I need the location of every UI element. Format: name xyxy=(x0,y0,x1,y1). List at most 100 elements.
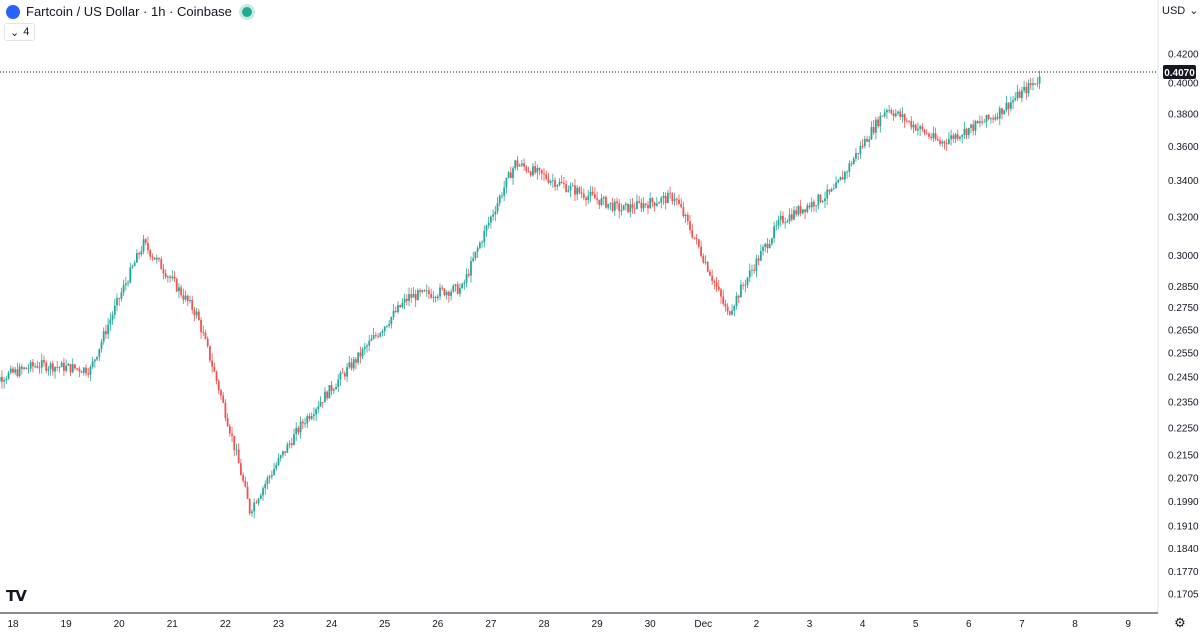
candle-body xyxy=(715,282,718,287)
candle-body xyxy=(321,402,324,403)
candle-body xyxy=(357,352,360,363)
candle-body xyxy=(768,243,771,248)
candle-body xyxy=(888,110,891,111)
candle-body xyxy=(726,306,729,312)
candle-body xyxy=(636,201,638,209)
candle-body xyxy=(983,121,986,123)
candle-body xyxy=(467,274,470,276)
candle-body xyxy=(25,367,28,370)
tradingview-logo-icon[interactable]: TV xyxy=(6,587,27,605)
candle-body xyxy=(326,391,329,399)
candle-body xyxy=(868,139,871,142)
time-axis[interactable]: 18 19 20 21 22 23 24 25 26 27 28 29 30 Dec 2 3 4 5 6 7 8 9 xyxy=(7,619,1131,630)
candle-body xyxy=(675,199,678,201)
candle-body xyxy=(987,114,990,119)
price-axis[interactable]: 0.4200 0.4000 0.3800 0.3600 0.3400 0.3200 0.30… xyxy=(1168,50,1199,601)
candle-body xyxy=(286,444,289,453)
candle-body xyxy=(932,133,935,139)
candle-body xyxy=(994,117,997,120)
candle-body xyxy=(644,203,647,206)
candle-body xyxy=(996,117,999,119)
candle-body xyxy=(779,215,782,220)
candle-body xyxy=(317,406,320,410)
symbol-title[interactable]: Fartcoin / US Dollar · 1h · Coinbase xyxy=(26,4,232,19)
symbol-legend[interactable]: Fartcoin / US Dollar · 1h · Coinbase xyxy=(6,4,252,19)
y-tick-label: 0.3200 xyxy=(1168,212,1199,223)
candle-body xyxy=(454,284,457,286)
y-tick-label: 0.2070 xyxy=(1168,473,1199,484)
candle-body xyxy=(47,368,50,371)
candle-body xyxy=(0,376,1,382)
candle-body xyxy=(735,295,738,306)
candle-body xyxy=(587,195,590,201)
market-open-icon xyxy=(241,6,252,17)
candle-body xyxy=(737,295,740,298)
candle-body xyxy=(678,199,680,204)
candle-body xyxy=(403,298,406,303)
candle-body xyxy=(346,367,348,377)
y-tick-label: 0.3000 xyxy=(1168,251,1199,262)
candle-body xyxy=(162,269,165,274)
y-tick-label: 0.1705 xyxy=(1168,590,1199,601)
indicators-toggle[interactable]: ⌄ 4 xyxy=(4,23,36,41)
candle-body xyxy=(476,248,479,252)
candle-body xyxy=(501,195,503,197)
candle-body xyxy=(611,202,614,211)
candle-body xyxy=(191,299,194,310)
y-tick-label: 0.2450 xyxy=(1168,372,1199,383)
candle-body xyxy=(410,294,413,298)
candle-body xyxy=(98,348,101,357)
candle-body xyxy=(574,185,576,195)
candle-body xyxy=(589,191,592,196)
candle-body xyxy=(775,225,778,227)
candle-body xyxy=(709,271,711,276)
candle-body xyxy=(352,359,355,369)
candle-body xyxy=(943,141,946,144)
y-tick-label: 0.2550 xyxy=(1168,348,1199,359)
candle-body xyxy=(627,203,629,213)
candle-body xyxy=(136,253,138,263)
candle-body xyxy=(147,242,149,251)
candle-body xyxy=(233,435,236,450)
candle-body xyxy=(711,275,714,281)
currency-selector[interactable]: USD ⌄ xyxy=(1162,4,1198,18)
candle-body xyxy=(40,360,43,368)
gear-icon[interactable]: ⚙ xyxy=(1174,615,1186,630)
candle-body xyxy=(138,253,141,255)
candle-body xyxy=(1016,91,1019,99)
candle-body xyxy=(936,139,939,141)
candle-body xyxy=(914,124,917,131)
candle-body xyxy=(653,202,656,206)
candle-body xyxy=(169,276,171,279)
y-tick-label: 0.1990 xyxy=(1168,497,1199,508)
candle-body xyxy=(731,310,733,315)
candle-body xyxy=(262,488,264,496)
candle-body xyxy=(720,289,722,297)
candle-body xyxy=(799,206,802,214)
candle-body xyxy=(837,180,840,183)
candle-body xyxy=(954,134,957,139)
candle-body xyxy=(1032,83,1034,86)
candle-body xyxy=(195,311,198,316)
candle-body xyxy=(762,246,764,252)
candle-body xyxy=(447,291,450,296)
candle-body xyxy=(51,363,54,372)
candle-body xyxy=(434,296,437,298)
candle-body xyxy=(881,115,884,117)
candle-body xyxy=(883,112,886,117)
x-tick-label: 23 xyxy=(273,619,285,630)
candle-body xyxy=(815,205,818,207)
x-tick-label: 29 xyxy=(592,619,604,630)
candle-body xyxy=(640,202,643,209)
candle-body xyxy=(740,284,742,298)
candle-body xyxy=(149,250,152,257)
candle-body xyxy=(693,237,696,239)
candle-body xyxy=(1007,102,1010,109)
candle-body xyxy=(651,198,654,203)
candle-body xyxy=(782,215,784,223)
candle-body xyxy=(565,184,568,192)
candle-body xyxy=(255,502,258,504)
candle-body xyxy=(116,298,118,306)
